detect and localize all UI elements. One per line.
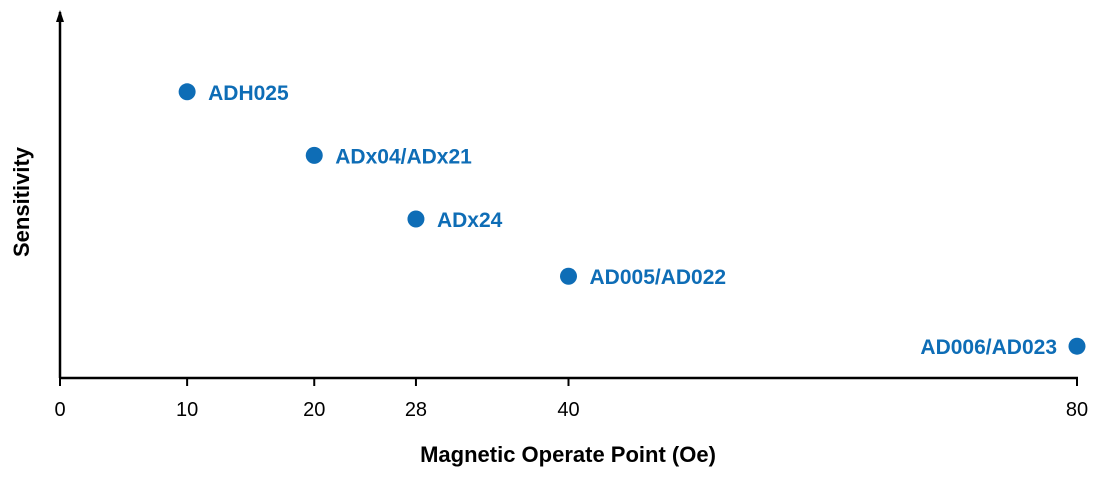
x-tick-label: 0 (54, 399, 65, 421)
data-point (407, 210, 425, 228)
data-point-label: ADx24 (437, 209, 503, 232)
axes (56, 10, 1078, 380)
data-point (560, 267, 577, 285)
data-point-label: AD005/AD022 (590, 266, 727, 289)
x-axis-title: Magnetic Operate Point (Oe) (420, 442, 716, 467)
data-points: ADH025 ADx04/ADx21 ADx24 AD005/AD022 AD006/A… (178, 82, 1086, 359)
data-point-label: AD006/AD023 (920, 336, 1057, 359)
x-tick-label: 40 (557, 399, 579, 421)
y-axis-arrow (56, 10, 64, 22)
data-point-label: ADx04/ADx21 (335, 145, 472, 168)
x-tick-label: 20 (303, 399, 325, 421)
x-tick-label: 10 (176, 399, 198, 421)
data-point-label: ADH025 (208, 82, 289, 105)
data-point (305, 146, 323, 164)
y-axis-title: Sensitivity (9, 146, 34, 257)
x-ticks: 0 10 20 28 40 80 (54, 378, 1088, 421)
x-tick-label: 80 (1066, 399, 1088, 421)
x-tick-label: 28 (405, 399, 427, 421)
data-point (1068, 337, 1086, 355)
data-point (178, 83, 196, 101)
